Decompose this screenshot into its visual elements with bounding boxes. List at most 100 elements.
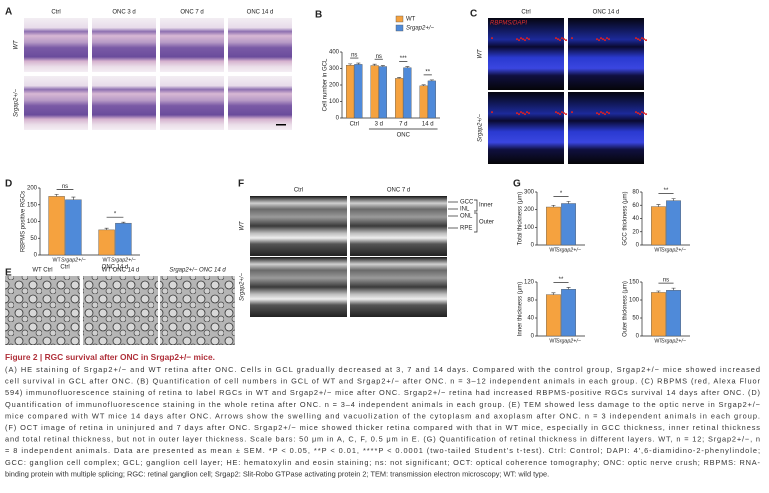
cell-dot: [600, 111, 602, 114]
y-tick-label: 150: [27, 202, 38, 208]
y-tick-label: 40: [632, 216, 639, 222]
row-label: WT: [14, 39, 20, 50]
micrograph: [250, 257, 347, 317]
axes: [536, 282, 585, 337]
y-tick-label: 20: [632, 229, 639, 235]
significance-label: *: [114, 212, 117, 218]
micrograph: [92, 76, 156, 130]
legend-label: Srgap2+/−: [406, 26, 435, 32]
cell-dot: [528, 38, 530, 41]
bar: [419, 85, 428, 119]
error-bar: [551, 292, 556, 295]
cell-dot: [598, 39, 600, 42]
cell-dot: [645, 113, 647, 116]
cell-dot: [563, 38, 565, 41]
micrograph: [24, 76, 88, 130]
panel-letter: C: [470, 9, 477, 20]
y-axis-label: Outer thickness (μm): [623, 281, 629, 337]
y-tick-label: 0: [636, 243, 640, 249]
significance-label: *: [560, 191, 563, 197]
micrograph: [250, 196, 347, 256]
error-bar: [566, 201, 571, 204]
panel-letter: D: [5, 179, 12, 190]
error-bar: [405, 66, 410, 68]
cell-dot: [606, 111, 608, 114]
cell-dot: [635, 111, 637, 114]
cell-dot: [559, 39, 561, 42]
micrograph: [568, 92, 644, 164]
stain-label: RBPMS/DAPI: [490, 21, 527, 27]
bar-label: Srgap2+/−: [61, 257, 86, 263]
micrograph: [92, 18, 156, 72]
group-label: Outer: [479, 220, 494, 226]
y-tick-label: 80: [527, 298, 534, 304]
caption-line: GCC: ganglion cell complex; GCL; ganglio…: [5, 458, 761, 467]
error-bar: [671, 198, 676, 201]
cell-dot: [555, 111, 557, 114]
y-tick-label: 300: [524, 190, 535, 196]
bar-label: Srgap2+/−: [556, 338, 581, 344]
group-label: Inner: [479, 203, 493, 209]
cell-dot: [643, 112, 645, 115]
cell-dot: [637, 38, 639, 41]
bar: [403, 67, 412, 119]
micrograph: [160, 18, 224, 72]
figure-title: Figure 2 | RGC survival after ONC in Srg…: [5, 352, 215, 362]
cell-dot: [526, 37, 528, 40]
y-tick-label: 0: [531, 243, 535, 249]
cell-dot: [604, 39, 606, 42]
cell-dot: [606, 37, 608, 40]
bar: [65, 199, 82, 256]
bar-label: Srgap2+/−: [661, 247, 686, 253]
cell-dot: [596, 38, 598, 41]
bracket: [474, 199, 478, 233]
cell-dot: [643, 38, 645, 41]
significance-label: **: [664, 188, 669, 194]
column-label: ONC 7 d: [180, 10, 203, 16]
cell-dot: [491, 37, 493, 40]
micrograph: [228, 76, 292, 130]
y-tick-label: 150: [629, 280, 640, 286]
y-tick-label: 0: [636, 334, 640, 340]
error-bar: [397, 77, 402, 79]
significance-label: ns: [62, 184, 68, 190]
bar: [378, 66, 387, 119]
error-bar: [429, 79, 434, 81]
bar: [98, 229, 115, 256]
cell-dot: [565, 113, 567, 116]
cell-dot: [524, 39, 526, 42]
row-label: WT: [240, 220, 246, 231]
cell-dot: [602, 38, 604, 41]
cell-dot: [604, 113, 606, 116]
micrograph: [568, 18, 644, 90]
error-bar: [71, 196, 76, 200]
bar-label: WT: [549, 338, 558, 344]
y-tick-label: 200: [329, 83, 340, 89]
axes: [641, 192, 690, 246]
cell-dot: [602, 112, 604, 115]
bar-label: WT: [549, 247, 558, 253]
cell-dot: [639, 39, 641, 42]
layer-label: RPE: [460, 226, 472, 232]
caption-line: and total retinal thickness, but not in …: [5, 435, 760, 444]
y-tick-label: 50: [632, 316, 639, 322]
micrograph: [228, 18, 292, 72]
x-tick-label: 14 d: [422, 122, 434, 128]
bar-label: Srgap2+/−: [661, 338, 686, 344]
cell-dot: [561, 37, 563, 40]
cell-dot: [518, 39, 520, 42]
caption-line: = 8 independent animals. Data are presen…: [5, 446, 760, 455]
x-tick-label: 7 d: [399, 122, 407, 128]
y-tick-label: 200: [524, 207, 535, 213]
caption-line: binding protein with multiple splicing; …: [5, 469, 549, 478]
caption-line: cell survival in GCL after ONC. (B) Quan…: [5, 377, 761, 386]
bar: [427, 80, 436, 119]
bar: [395, 78, 404, 119]
cell-dot: [563, 112, 565, 115]
cell-dot: [608, 112, 610, 115]
cell-dot: [557, 112, 559, 115]
bar-label: Srgap2+/−: [556, 247, 581, 253]
column-label: WT Ctrl: [32, 268, 52, 274]
cell-dot: [528, 112, 530, 115]
